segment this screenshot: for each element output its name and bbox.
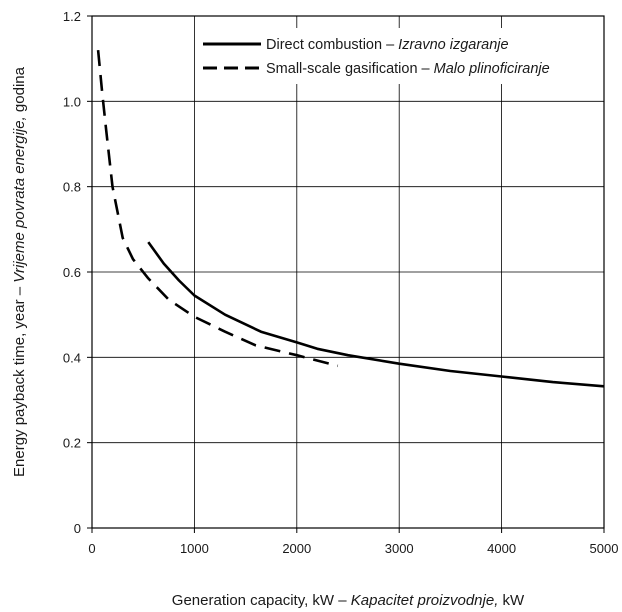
series-line-direct-combustion xyxy=(147,241,605,388)
y-tick-label: 0.2 xyxy=(63,436,81,451)
legend-background xyxy=(198,28,600,84)
y-tick-label: 0 xyxy=(74,521,81,536)
x-tick-label: 1000 xyxy=(180,541,209,556)
y-axis-label: Energy payback time, year – Vrijeme povr… xyxy=(11,66,28,477)
tick-labels: 0 1000 2000 3000 4000 5000 0 0.2 0.4 0.6 0.8 1.0 1.2 xyxy=(63,9,619,556)
legend-label-small-scale-gasification: Small-scale gasification – Malo plinofic… xyxy=(266,61,550,77)
x-tick-label: 4000 xyxy=(487,541,516,556)
x-tick-label: 5000 xyxy=(590,541,619,556)
x-tick-label: 2000 xyxy=(282,541,311,556)
legend: Direct combustion – Izravno izgaranje Sm… xyxy=(198,28,600,84)
x-tick-label: 0 xyxy=(88,541,95,556)
y-tick-label: 0.8 xyxy=(63,180,81,195)
x-tick-label: 3000 xyxy=(385,541,414,556)
y-tick-label: 0.6 xyxy=(63,265,81,280)
series-lines xyxy=(96,49,605,388)
y-tick-label: 0.4 xyxy=(63,350,81,365)
y-tick-label: 1.0 xyxy=(63,94,81,109)
legend-label-direct-combustion: Direct combustion – Izravno izgaranje xyxy=(266,37,509,53)
y-tick-label: 1.2 xyxy=(63,9,81,24)
x-axis-label: Generation capacity, kW – Kapacitet proi… xyxy=(172,592,525,609)
series-line-small-scale-gasification xyxy=(96,49,339,368)
grid-lines xyxy=(92,16,604,528)
